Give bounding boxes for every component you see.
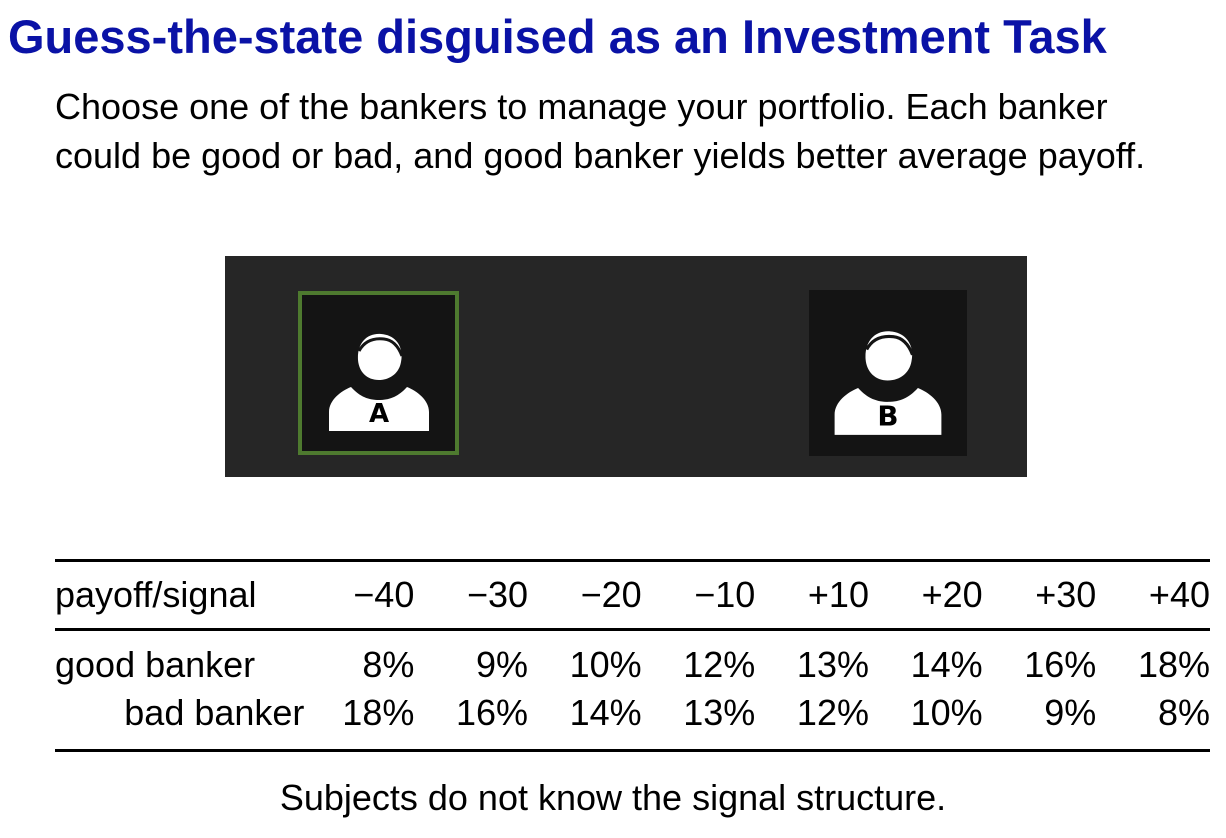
signal-table-wrapper: payoff/signal −40 −30 −20 −10 +10 +20 +3… xyxy=(55,559,1210,752)
banker-a-card[interactable]: A xyxy=(298,291,459,455)
table-row: bad banker 18% 16% 14% 13% 12% 10% 9% 8% xyxy=(55,689,1210,751)
table-cell: 10% xyxy=(569,644,642,685)
table-cell: 13% xyxy=(796,644,869,685)
banker-b-letter: B xyxy=(877,399,898,432)
banker-b-card[interactable]: B xyxy=(809,290,967,456)
row-label: good banker xyxy=(55,644,256,685)
table-cell: 12% xyxy=(796,692,869,733)
table-cell: 9% xyxy=(475,644,529,685)
table-cell: 16% xyxy=(1024,644,1097,685)
table-cell: 18% xyxy=(342,692,415,733)
signal-header: +20 xyxy=(921,574,983,615)
table-cell: 14% xyxy=(910,644,983,685)
table-row: good banker 8% 9% 10% 12% 13% 14% 16% 18… xyxy=(55,630,1210,690)
table-cell: 12% xyxy=(683,644,756,685)
table-cell: 16% xyxy=(455,692,529,733)
table-cell: 8% xyxy=(362,644,415,685)
banker-a-letter: A xyxy=(368,399,388,429)
signal-header: −20 xyxy=(580,574,642,615)
slide-title: Guess-the-state disguised as an Investme… xyxy=(8,10,1107,63)
row-label: bad banker xyxy=(124,692,305,733)
table-cell: 10% xyxy=(910,692,983,733)
table-header-row: payoff/signal −40 −30 −20 −10 +10 +20 +3… xyxy=(55,560,1210,630)
footnote: Subjects do not know the signal structur… xyxy=(279,777,947,818)
signal-table: payoff/signal −40 −30 −20 −10 +10 +20 +3… xyxy=(55,559,1210,752)
person-icon: B xyxy=(834,331,942,435)
person-icon: A xyxy=(328,333,429,431)
header-label: payoff/signal xyxy=(55,574,257,615)
table-cell: 13% xyxy=(683,692,756,733)
intro-text: Choose one of the bankers to manage your… xyxy=(55,82,1225,180)
table-cell: 8% xyxy=(1157,692,1210,733)
table-cell: 14% xyxy=(569,692,642,733)
signal-header: +10 xyxy=(807,574,869,615)
banker-choice-panel: A B xyxy=(225,256,1027,477)
table-cell: 18% xyxy=(1137,644,1210,685)
signal-header: +30 xyxy=(1035,574,1097,615)
signal-header: −40 xyxy=(353,574,415,615)
signal-header: +40 xyxy=(1148,574,1210,615)
table-cell: 9% xyxy=(1044,692,1097,733)
signal-header: −10 xyxy=(694,574,756,615)
signal-header: −30 xyxy=(466,574,529,615)
intro-line-2: could be good or bad, and good banker yi… xyxy=(55,135,1146,176)
intro-line-1: Choose one of the bankers to manage your… xyxy=(55,86,1108,127)
